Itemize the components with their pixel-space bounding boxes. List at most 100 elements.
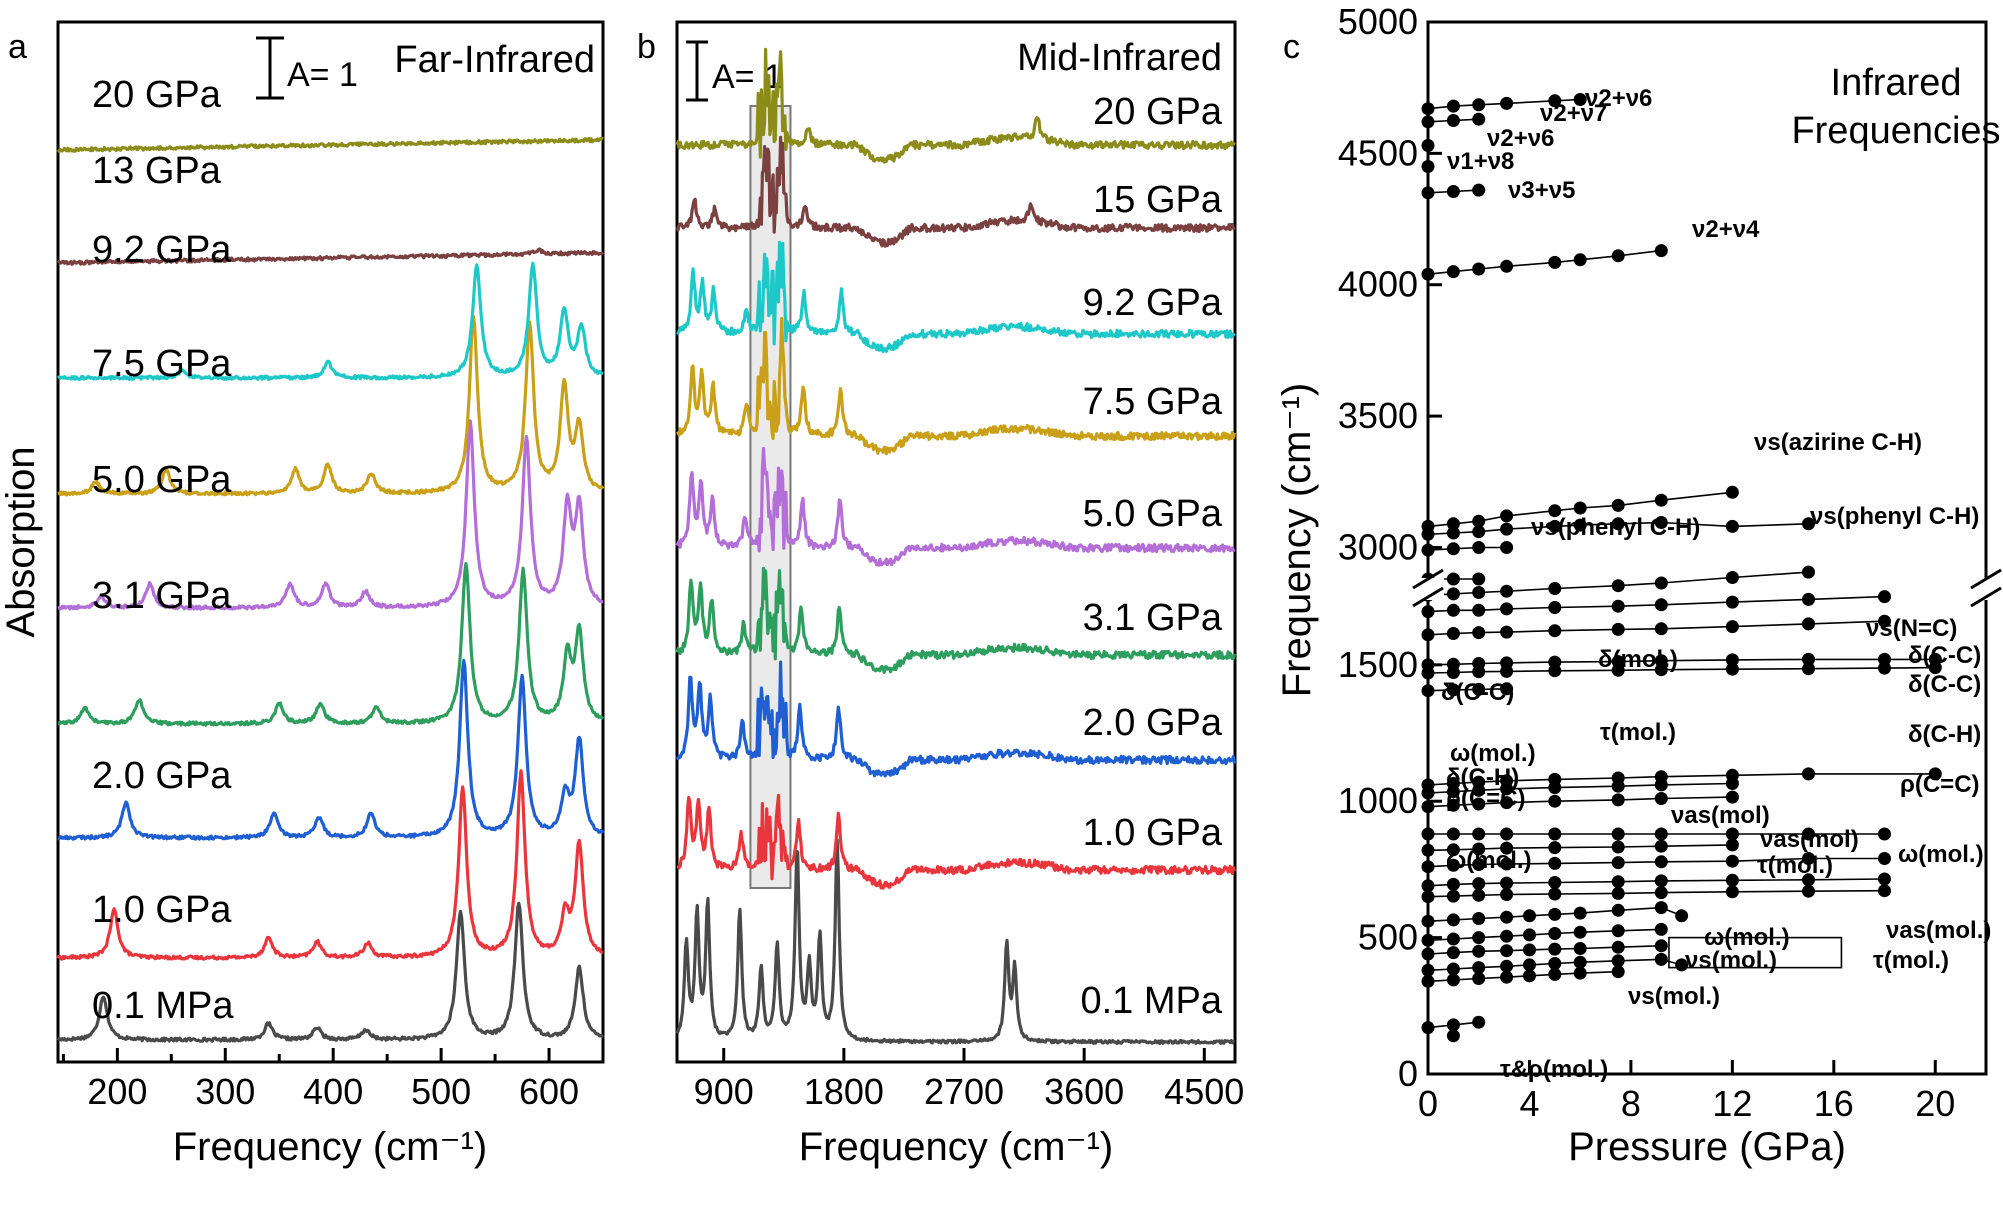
data-point — [1725, 885, 1739, 899]
x-tick-label: 4500 — [1164, 1071, 1244, 1112]
spectrum-trace — [676, 793, 1237, 890]
data-point — [1446, 798, 1460, 812]
panel-c-ticks: 0 4 8 12 16 20 0 500 1000 1500 3000 3500 4000 4500 500… — [1338, 1, 1955, 1124]
spectrum-trace — [57, 419, 604, 611]
data-point — [1472, 842, 1486, 856]
data-point — [1654, 839, 1668, 853]
data-point — [1446, 185, 1460, 198]
data-point — [1548, 255, 1562, 269]
x-tick-label: 16 — [1814, 1083, 1854, 1124]
panel-c-infrared-frequencies: c Infrared Frequencies 0 4 8 12 16 20 0 500 1000… — [1275, 1, 2002, 1169]
data-point — [1446, 962, 1460, 976]
data-point — [1421, 267, 1435, 281]
data-point — [1654, 792, 1668, 805]
data-point — [1725, 838, 1739, 852]
mode-label: ρ(C=C) — [1900, 771, 1980, 798]
panel-c-mode-labels: ν2+ν6 ν2+ν7 ν2+ν6 ν1+ν8 ν3+ν5 ν2+ν4 νs(a… — [1441, 85, 1991, 1083]
mode-label: δ(mol.) — [1598, 646, 1678, 673]
data-point — [1878, 661, 1891, 675]
spectrum-trace — [57, 658, 605, 841]
data-point — [1548, 856, 1562, 870]
data-point — [1472, 961, 1486, 975]
data-point — [1611, 954, 1625, 968]
data-point — [1472, 112, 1486, 126]
data-point — [1421, 827, 1435, 841]
mode-label: δ(C-H) — [1908, 721, 1981, 748]
data-point — [1446, 526, 1460, 540]
y-tick-label: 4000 — [1338, 264, 1418, 305]
data-point — [1611, 498, 1625, 512]
data-point — [1472, 827, 1486, 841]
data-point — [1611, 579, 1625, 593]
mode-label: νs(azirine C-H) — [1754, 429, 1922, 456]
pressure-label-5-0gpa: 5.0 GPa — [1083, 493, 1223, 535]
data-point — [1523, 969, 1536, 983]
data-point — [1472, 98, 1486, 112]
data-point — [1548, 967, 1562, 981]
data-point — [1472, 603, 1486, 617]
data-point — [1500, 509, 1514, 523]
data-point — [1500, 602, 1514, 616]
data-point — [1611, 249, 1625, 263]
data-point — [1523, 909, 1536, 923]
data-point — [1548, 957, 1562, 970]
data-point — [1802, 517, 1815, 531]
data-point — [1446, 572, 1460, 586]
data-point — [1446, 603, 1460, 617]
data-point — [1725, 854, 1739, 868]
data-point — [1611, 940, 1625, 954]
mode-label: δ(C-C) — [1441, 679, 1514, 706]
mode-label: ω(mol.) — [1450, 740, 1536, 767]
data-point — [1421, 543, 1435, 557]
panel-c-axis-break — [1412, 568, 2002, 608]
data-point — [1573, 906, 1587, 920]
mode-label: τ&ρ(mol.) — [1500, 1056, 1608, 1083]
spectrum-trace — [56, 136, 604, 153]
data-point — [1611, 840, 1625, 854]
data-point — [1421, 527, 1435, 541]
panel-a-x-ticks: 200 300 400 500 600 — [61, 1048, 605, 1112]
data-point — [1421, 890, 1435, 904]
mode-label: ρ(C=C) — [1446, 785, 1526, 812]
panel-b-title: Mid-Infrared — [1017, 37, 1222, 79]
panel-a-title: Far-Infrared — [394, 39, 595, 81]
data-point — [1446, 843, 1460, 857]
pressure-label-9-2gpa: 9.2 GPa — [1083, 282, 1223, 324]
data-point — [1725, 653, 1739, 667]
panel-b-pressure-labels: 20 GPa 15 GPa 9.2 GPa 7.5 GPa 5.0 GPa 3.… — [1080, 91, 1222, 1022]
pressure-label-0-1mpa: 0.1 MPa — [92, 985, 234, 1027]
panel-b-x-axis-label: Frequency (cm⁻¹) — [799, 1125, 1114, 1169]
data-point — [1802, 652, 1815, 666]
data-point — [1611, 517, 1625, 531]
data-point — [1611, 856, 1625, 870]
data-point — [1472, 783, 1486, 797]
panel-a-frame — [56, 20, 605, 1064]
mode-line — [1427, 595, 1885, 613]
data-point — [1421, 914, 1435, 928]
data-point — [1548, 794, 1562, 808]
data-point — [1548, 942, 1562, 956]
data-point — [1472, 586, 1486, 599]
data-point — [1611, 886, 1625, 900]
panel-a-x-axis-label: Frequency (cm⁻¹) — [173, 1125, 488, 1169]
data-point — [1472, 665, 1486, 679]
data-point — [1802, 662, 1815, 676]
data-point — [1802, 827, 1815, 841]
data-point — [1500, 944, 1514, 958]
pressure-label-20gpa: 20 GPa — [1093, 91, 1223, 133]
data-point — [1472, 797, 1486, 811]
x-tick-label: 12 — [1712, 1083, 1752, 1124]
data-point — [1878, 884, 1891, 898]
x-tick-label: 8 — [1621, 1083, 1641, 1124]
data-point — [1725, 595, 1739, 609]
data-point — [1472, 877, 1486, 891]
panel-a-far-infrared: a Far-Infrared A= 1 20 GPa 13 GPa 9.2 GP… — [0, 20, 605, 1169]
panel-c-title-line2: Frequencies — [1791, 110, 2000, 152]
data-point — [1500, 782, 1514, 796]
data-point — [1611, 903, 1625, 917]
spectrum-trace — [675, 566, 1237, 675]
data-point — [1446, 858, 1460, 872]
data-point — [1802, 617, 1815, 631]
data-point — [1446, 265, 1460, 279]
data-point — [1654, 952, 1668, 966]
